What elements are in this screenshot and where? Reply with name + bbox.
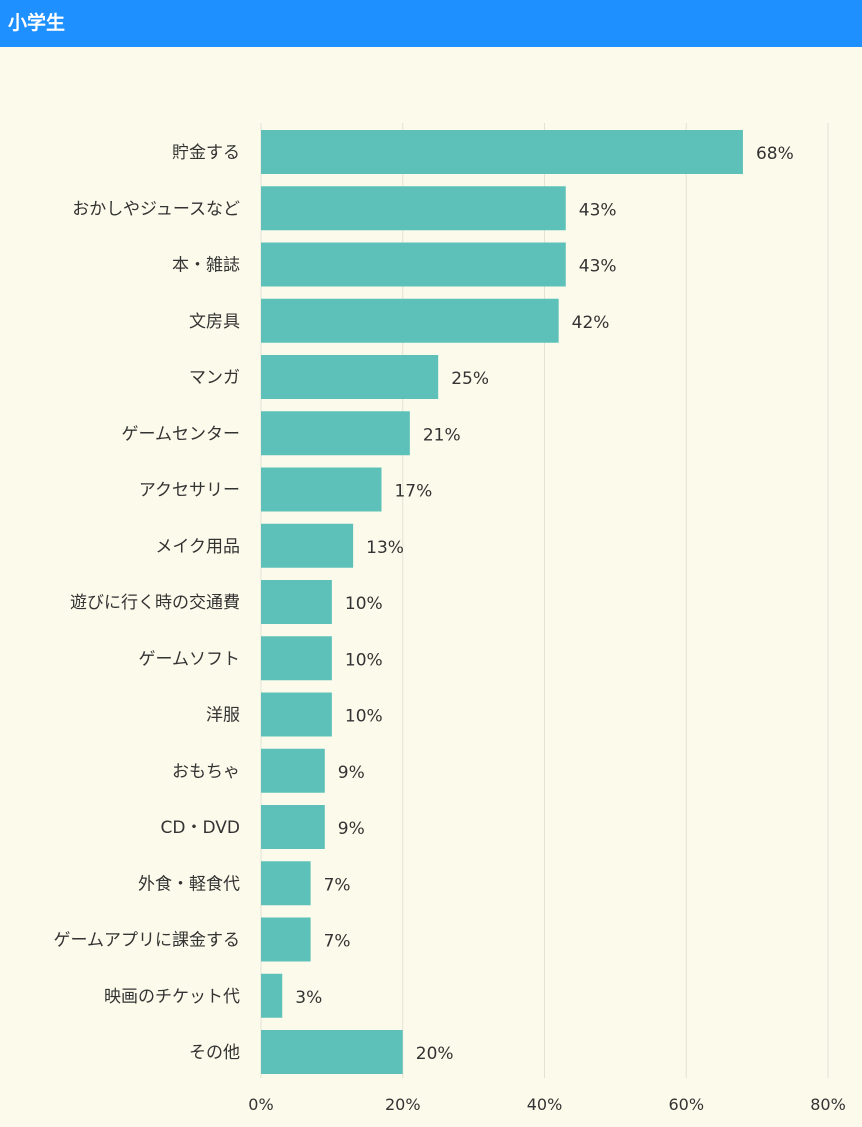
- value-label: 9%: [338, 763, 365, 783]
- bar: [261, 917, 311, 962]
- category-label: メイク用品: [155, 537, 240, 557]
- category-label: 貯金する: [172, 143, 240, 163]
- category-label: おかしやジュースなど: [72, 199, 240, 219]
- value-labels: 68% 43% 43% 42% 25% 21% 17% 13% 10% 10% 10% 9% 9% 7% 7…: [295, 144, 793, 1064]
- bar: [261, 692, 332, 737]
- x-tick-label: 80%: [810, 1095, 846, 1114]
- bar: [261, 861, 311, 906]
- category-labels: 貯金するおかしやジュースなど本・雑誌文房具マンガゲームセンターアクセサリーメイク…: [54, 143, 241, 1063]
- bar: [261, 580, 332, 624]
- x-tick-label: 40%: [527, 1095, 563, 1114]
- value-label: 25%: [451, 369, 489, 389]
- value-label: 13%: [366, 538, 404, 558]
- bar: [261, 186, 566, 231]
- x-tick-label: 60%: [668, 1095, 704, 1114]
- category-label: 遊びに行く時の交通費: [70, 593, 240, 613]
- bar: [261, 523, 354, 568]
- value-label: 20%: [416, 1044, 454, 1064]
- bar: [261, 130, 743, 174]
- value-label: 17%: [394, 482, 432, 502]
- value-label: 3%: [295, 988, 322, 1008]
- bar: [261, 973, 283, 1018]
- value-label: 10%: [345, 650, 383, 670]
- bar: [261, 467, 382, 512]
- bars: [261, 130, 743, 1074]
- category-label: ゲームソフト: [139, 649, 241, 669]
- bar: [261, 242, 566, 287]
- value-label: 10%: [345, 707, 383, 727]
- bar: [261, 1030, 403, 1074]
- value-label: 21%: [423, 425, 461, 445]
- x-tick-label: 0%: [248, 1095, 273, 1114]
- category-label: アクセサリー: [139, 481, 240, 501]
- value-label: 7%: [324, 875, 351, 895]
- value-label: 10%: [345, 594, 383, 614]
- category-label: マンガ: [189, 368, 240, 388]
- value-label: 68%: [756, 144, 794, 164]
- category-label: その他: [189, 1043, 240, 1063]
- category-label: ゲームセンター: [122, 424, 241, 444]
- value-label: 42%: [572, 313, 610, 333]
- bar: [261, 636, 332, 681]
- category-label: おもちゃ: [172, 762, 240, 782]
- category-label: ゲームアプリに課金する: [54, 931, 241, 951]
- bar: [261, 355, 439, 399]
- bar: [261, 411, 410, 456]
- value-label: 9%: [338, 819, 365, 839]
- category-label: 洋服: [206, 706, 240, 726]
- category-label: 映画のチケット代: [104, 987, 240, 1007]
- bar: [261, 298, 559, 343]
- x-axis-ticks: 0% 20% 40% 60% 80%: [248, 1095, 845, 1114]
- category-label: 外食・軽食代: [138, 874, 240, 894]
- header-title: 小学生: [8, 12, 66, 34]
- value-label: 43%: [579, 200, 617, 220]
- category-label: 文房具: [189, 312, 240, 332]
- x-tick-label: 20%: [385, 1095, 421, 1114]
- chart-header: 小学生: [0, 0, 862, 47]
- bar: [261, 748, 325, 793]
- category-label: CD・DVD: [161, 818, 240, 838]
- category-label: 本・雑誌: [172, 256, 240, 276]
- value-label: 43%: [579, 257, 617, 277]
- value-label: 7%: [324, 932, 351, 952]
- bar: [261, 805, 325, 849]
